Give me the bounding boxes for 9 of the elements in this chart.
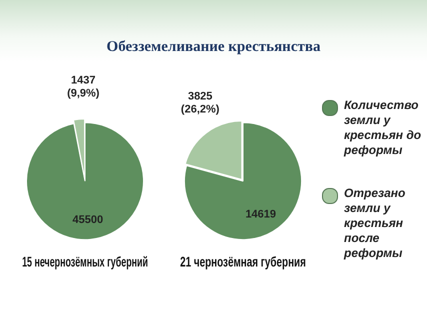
data-label: 3825 (26,2%) <box>180 90 220 116</box>
text: 21 чернозёмная губерния <box>180 254 306 270</box>
legend-label: Количество земли у крестьян до реформы <box>344 98 422 158</box>
data-label: 45500 <box>72 214 104 226</box>
data-label: 14619 <box>245 208 276 220</box>
data-label: 1437 (9,9%) <box>67 74 100 100</box>
text: 15 нечернозёмных губерний <box>22 254 148 270</box>
legend-label: Отрезано земли у крестьян после реформы <box>344 186 406 261</box>
text: Обезземеливание крестьянства <box>106 39 320 56</box>
